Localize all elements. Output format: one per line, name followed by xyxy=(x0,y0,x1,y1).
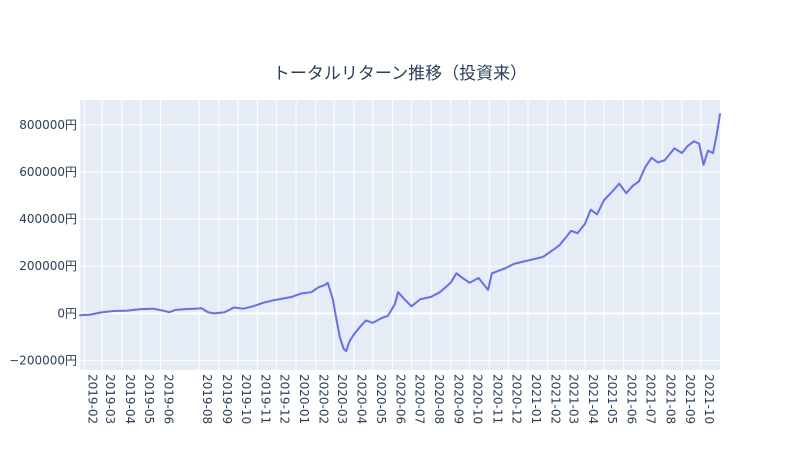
x-tick-label: 2021-05 xyxy=(605,374,619,424)
x-tick-label: 2019-06 xyxy=(161,374,175,424)
x-tick-label: 2020-12 xyxy=(509,374,523,424)
x-tick-label: 2019-12 xyxy=(277,374,291,424)
x-tick-label: 2020-01 xyxy=(297,374,311,424)
x-tick-label: 2021-04 xyxy=(586,374,600,424)
x-tick-label: 2020-06 xyxy=(393,374,407,424)
x-tick-label: 2020-02 xyxy=(317,374,331,424)
x-tick-label: 2019-05 xyxy=(142,374,156,424)
y-tick-label: 400000円 xyxy=(19,212,77,226)
series-line-0 xyxy=(79,113,721,353)
y-tick-label: −200000円 xyxy=(9,354,77,368)
y-tick-label: 0円 xyxy=(57,306,77,320)
x-tick-label: 2019-11 xyxy=(258,374,272,424)
y-tick-label: 600000円 xyxy=(19,165,77,179)
x-tick-label: 2020-10 xyxy=(471,374,485,424)
y-tick-label: 800000円 xyxy=(19,118,77,132)
x-axis: 2019-02 2019-03 2019-04 2019-05 2019-06 2019-… xyxy=(85,374,716,424)
x-tick-label: 2020-04 xyxy=(355,374,369,424)
x-tick-label: 2021-06 xyxy=(625,374,639,424)
x-tick-label: 2021-08 xyxy=(663,374,677,424)
chart-title: トータルリターン推移（投資来） xyxy=(273,64,527,84)
y-tick-label: 200000円 xyxy=(19,259,77,273)
x-tick-label: 2019-03 xyxy=(103,374,117,424)
x-tick-label: 2020-03 xyxy=(335,374,349,424)
plot-background xyxy=(80,100,720,370)
x-tick-label: 2021-09 xyxy=(683,374,697,424)
x-tick-label: 2019-10 xyxy=(239,374,253,424)
x-tick-label: 2019-04 xyxy=(123,374,137,424)
x-tick-label: 2019-09 xyxy=(220,374,234,424)
x-tick-label: 2020-09 xyxy=(452,374,466,424)
x-tick-label: 2021-01 xyxy=(529,374,543,424)
x-tick-label: 2020-11 xyxy=(490,374,504,424)
x-tick-label: 2020-07 xyxy=(412,374,426,424)
plot-area xyxy=(79,100,721,370)
x-tick-label: 2019-08 xyxy=(200,374,214,424)
x-tick-label: 2021-03 xyxy=(566,374,580,424)
x-tick-label: 2021-07 xyxy=(644,374,658,424)
series-group xyxy=(79,113,721,353)
x-tick-label: 2019-02 xyxy=(85,374,99,424)
y-axis: −200000円 0円 200000円 400000円 600000円 800000円 xyxy=(9,118,77,368)
gridlines xyxy=(80,100,720,370)
x-tick-label: 2020-05 xyxy=(374,374,388,424)
x-tick-label: 2021-02 xyxy=(549,374,563,424)
x-tick-label: 2020-08 xyxy=(432,374,446,424)
x-tick-label: 2021-10 xyxy=(702,374,716,424)
